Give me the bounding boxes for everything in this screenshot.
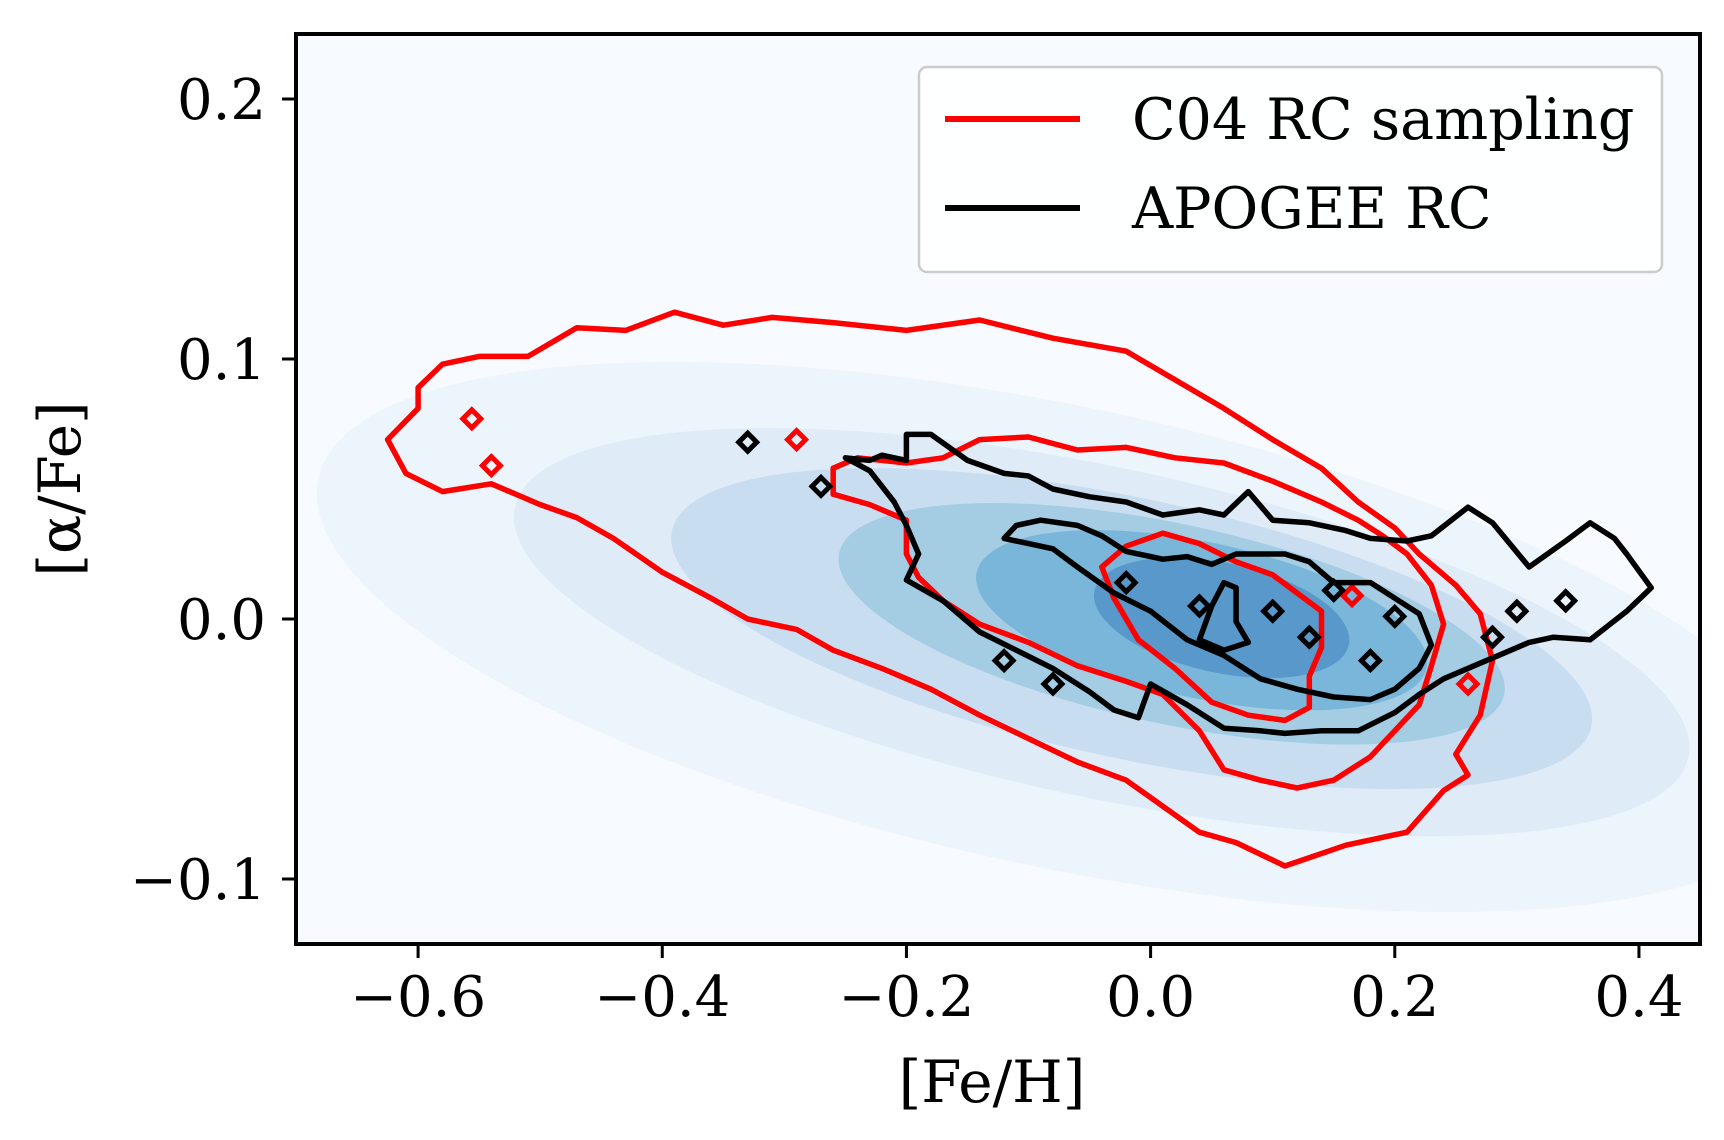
apogee-contour-island-12: [1504, 598, 1530, 624]
c04-contour-island-0: [459, 406, 485, 432]
apogee-contour-island-3: [1040, 671, 1066, 697]
apogee-contour-island-1: [808, 473, 834, 499]
y-axis-label: [α/Fe]: [26, 401, 94, 576]
y-tick-label: −0.1: [130, 848, 266, 913]
apogee-contour-island-11: [1479, 624, 1505, 650]
y-tick-label: 0.1: [177, 328, 266, 393]
c04-contour-island-3: [1339, 583, 1365, 609]
legend-box: [917, 65, 1664, 274]
c04-contour-0: [384, 309, 1496, 869]
apogee-contour-island-2: [991, 648, 1017, 674]
y-tick-label: 0.2: [177, 68, 266, 133]
apogee-contour-island-4: [1113, 570, 1139, 596]
c04-contour-island-2: [784, 427, 810, 453]
apogee-contour-island-5: [1186, 593, 1212, 619]
c04-contour-island-1: [478, 453, 504, 479]
x-axis-ticks: −0.6 −0.4 −0.2 0.0 0.2 0.4: [350, 944, 1683, 1030]
apogee-contour-island-8: [1321, 577, 1347, 603]
legend: C04 RC sampling APOGEE RC: [917, 65, 1664, 274]
legend-label-c04: C04 RC sampling: [1132, 87, 1634, 153]
apogee-contour-island-7: [1296, 624, 1322, 650]
apogee-contour-island-9: [1357, 648, 1383, 674]
apogee-contour-island-6: [1260, 598, 1286, 624]
x-axis-label: [Fe/H]: [899, 1048, 1086, 1116]
y-tick-label: 0.0: [177, 588, 266, 653]
x-tick-label: 0.2: [1350, 965, 1439, 1030]
c04-contour-2: [1099, 530, 1325, 724]
contour-layer: [384, 309, 1654, 869]
y-axis-ticks: −0.1 0.0 0.1 0.2: [130, 68, 296, 913]
plot-frame: [294, 32, 1702, 946]
apogee-contour-0: [842, 431, 1654, 737]
legend-label-apogee: APOGEE RC: [1131, 176, 1492, 242]
apogee-contour-island-0: [735, 429, 761, 455]
apogee-contour-island-13: [1553, 588, 1579, 614]
apogee-contour-2: [1196, 579, 1252, 653]
x-tick-label: −0.2: [838, 965, 974, 1030]
x-tick-label: −0.4: [594, 965, 730, 1030]
c04-contour-island-4: [1455, 671, 1481, 697]
apogee-contour-island-10: [1382, 603, 1408, 629]
x-tick-label: −0.6: [350, 965, 486, 1030]
apogee-contour-1: [1001, 517, 1435, 703]
x-tick-label: 0.4: [1594, 965, 1683, 1030]
x-tick-label: 0.0: [1106, 965, 1195, 1030]
